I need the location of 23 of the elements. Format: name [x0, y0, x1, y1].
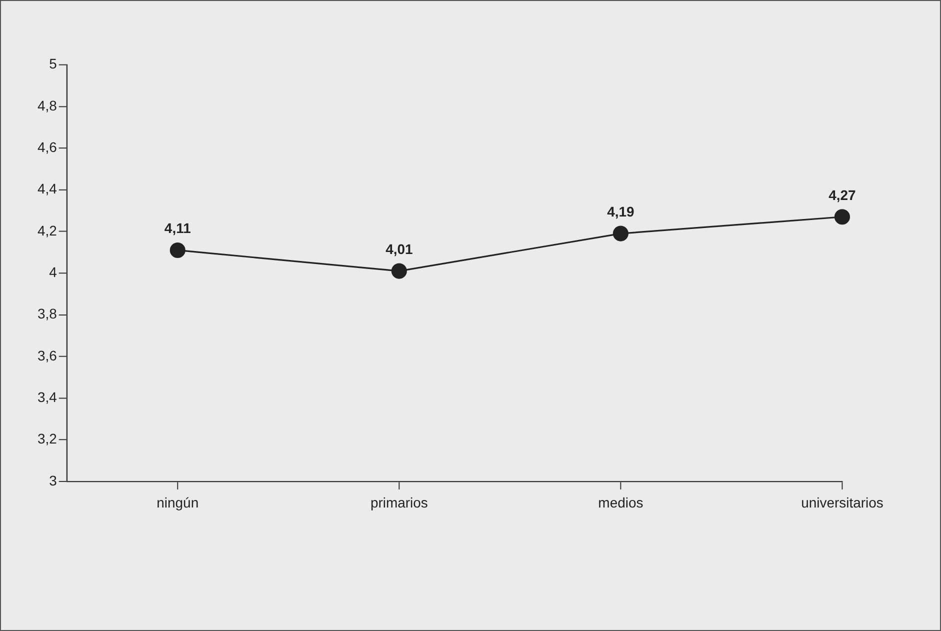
data-label: 4,11 — [164, 220, 192, 236]
y-tick-label: 3 — [49, 472, 58, 488]
data-label: 4,27 — [828, 186, 856, 203]
data-label: 4,01 — [386, 240, 413, 257]
x-tick-label: primarios — [370, 494, 428, 511]
x-tick-label: ningún — [156, 494, 199, 511]
y-tick-label: 4 — [49, 264, 58, 280]
y-tick-label: 3,4 — [37, 388, 58, 405]
y-tick-label: 4,2 — [37, 222, 58, 238]
x-tick-label: medios — [598, 494, 644, 511]
y-tick-label: 3,6 — [37, 347, 58, 364]
y-tick-label: 3,8 — [37, 306, 58, 322]
point — [391, 263, 407, 279]
point — [612, 226, 628, 242]
y-tick-label: 5 — [49, 56, 58, 72]
y-tick-label: 3,2 — [37, 430, 58, 447]
y-tick-label: 4,4 — [37, 180, 58, 197]
y-tick-label: 4,8 — [37, 97, 58, 114]
data-label: 4,19 — [607, 203, 634, 220]
point — [834, 209, 850, 225]
point — [170, 242, 186, 258]
x-tick-label: universitarios — [801, 494, 884, 511]
y-tick-label: 4,6 — [37, 138, 58, 155]
